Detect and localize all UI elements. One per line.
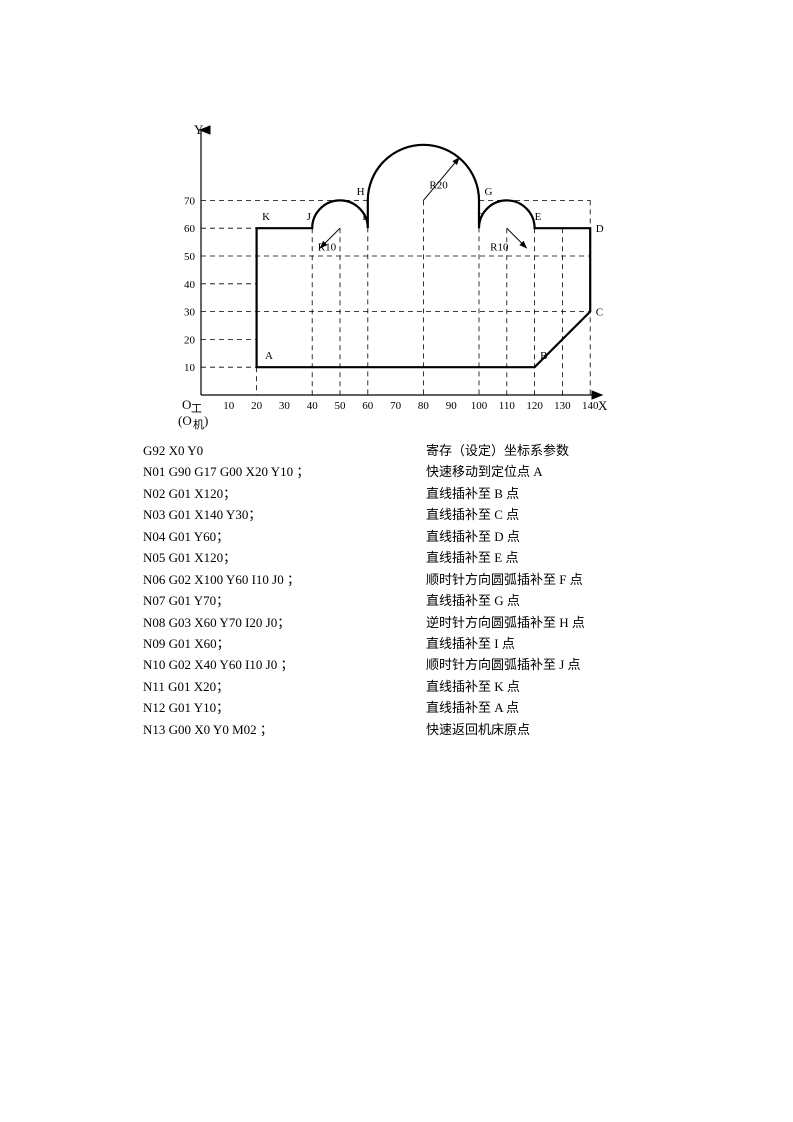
code-right-8: 逆时针方向圆弧插补至 H 点	[426, 612, 585, 633]
x-tick-40: 40	[307, 400, 319, 412]
code-right-6: 顺时针方向圆弧插补至 F 点	[426, 569, 583, 590]
code-row-0: G92 X0 Y0寄存（设定）坐标系参数	[143, 440, 585, 461]
y-tick-labels: 10 20 30 40 50 60 70	[184, 195, 196, 374]
x-tick-60: 60	[362, 400, 374, 412]
code-row-13: N13 G00 X0 Y0 M02 ；快速返回机床原点	[143, 719, 585, 740]
x-tick-50: 50	[335, 400, 347, 412]
origin-sub1: 工	[191, 403, 202, 415]
origin-sub3: 机	[193, 417, 204, 431]
point-label-F: F	[477, 211, 483, 223]
code-row-1: N01 G90 G17 G00 X20 Y10 ；快速移动到定位点 A	[143, 461, 585, 482]
x-tick-30: 30	[279, 400, 291, 412]
code-right-9: 直线插补至 I 点	[426, 633, 515, 654]
x-tick-labels: 10 20 30 40 50 60 70 80 90 100 110 120 130 140	[223, 400, 599, 412]
y-tick-40: 40	[184, 279, 196, 291]
x-tick-100: 100	[471, 400, 488, 412]
code-row-4: N04 G01 Y60；直线插补至 D 点	[143, 526, 585, 547]
code-row-9: N09 G01 X60；直线插补至 I 点	[143, 633, 585, 654]
y-tick-70: 70	[184, 195, 196, 207]
code-right-4: 直线插补至 D 点	[426, 526, 520, 547]
code-right-11: 直线插补至 K 点	[426, 676, 520, 697]
code-left-5: N05 G01 X120；	[143, 547, 426, 568]
code-left-2: N02 G01 X120；	[143, 483, 426, 504]
code-left-3: N03 G01 X140 Y30；	[143, 504, 426, 525]
grid-lines	[201, 200, 590, 395]
code-right-1: 快速移动到定位点 A	[426, 461, 543, 482]
point-label-A: A	[265, 350, 273, 362]
r10-right-label: R10	[490, 241, 509, 253]
r10-left-label: R10	[318, 241, 337, 253]
y-axis-label: Y	[194, 125, 204, 137]
code-left-7: N07 G01 Y70；	[143, 590, 426, 611]
point-label-C: C	[596, 307, 603, 319]
code-left-4: N04 G01 Y60；	[143, 526, 426, 547]
point-label-J: J	[307, 211, 312, 223]
code-left-13: N13 G00 X0 Y0 M02 ；	[143, 719, 426, 740]
point-label-B: B	[540, 350, 547, 362]
code-left-8: N08 G03 X60 Y70 I20 J0；	[143, 612, 426, 633]
origin-sub2: (O	[178, 413, 192, 428]
code-right-7: 直线插补至 G 点	[426, 590, 520, 611]
x-tick-140: 140	[582, 400, 599, 412]
code-row-12: N12 G01 Y10；直线插补至 A 点	[143, 697, 585, 718]
x-tick-20: 20	[251, 400, 263, 412]
code-right-12: 直线插补至 A 点	[426, 697, 519, 718]
code-row-7: N07 G01 Y70；直线插补至 G 点	[143, 590, 585, 611]
x-tick-90: 90	[446, 400, 458, 412]
code-left-1: N01 G90 G17 G00 X20 Y10 ；	[143, 461, 426, 482]
y-tick-60: 60	[184, 223, 196, 235]
y-tick-50: 50	[184, 251, 196, 263]
code-left-10: N10 G02 X40 Y60 I10 J0 ；	[143, 654, 426, 675]
cnc-diagram: 10 20 30 40 50 60 70 80 90 100 110 120 130 140 10 20 30…	[178, 125, 608, 440]
code-right-3: 直线插补至 C 点	[426, 504, 519, 525]
point-label-G: G	[485, 186, 493, 198]
origin-label: O	[182, 397, 191, 412]
point-label-I: I	[362, 211, 366, 223]
code-left-6: N06 G02 X100 Y60 I10 J0 ；	[143, 569, 426, 590]
x-tick-80: 80	[418, 400, 430, 412]
r20-label: R20	[429, 179, 448, 191]
code-row-2: N02 G01 X120；直线插补至 B 点	[143, 483, 585, 504]
y-tick-30: 30	[184, 307, 196, 319]
code-row-10: N10 G02 X40 Y60 I10 J0 ；顺时针方向圆弧插补至 J 点	[143, 654, 585, 675]
point-label-H: H	[357, 186, 365, 198]
code-left-9: N09 G01 X60；	[143, 633, 426, 654]
y-tick-20: 20	[184, 334, 196, 346]
y-tick-10: 10	[184, 362, 196, 374]
r10-right-leader	[507, 228, 527, 248]
code-right-13: 快速返回机床原点	[426, 719, 530, 740]
code-right-5: 直线插补至 E 点	[426, 547, 518, 568]
code-left-12: N12 G01 Y10；	[143, 697, 426, 718]
diagram-svg: 10 20 30 40 50 60 70 80 90 100 110 120 130 140 10 20 30…	[178, 125, 608, 435]
point-label-K: K	[262, 211, 270, 223]
x-tick-10: 10	[223, 400, 235, 412]
code-row-6: N06 G02 X100 Y60 I10 J0 ；顺时针方向圆弧插补至 F 点	[143, 569, 585, 590]
code-row-11: N11 G01 X20；直线插补至 K 点	[143, 676, 585, 697]
x-tick-110: 110	[499, 400, 516, 412]
point-label-E: E	[535, 211, 542, 223]
x-tick-70: 70	[390, 400, 402, 412]
x-tick-120: 120	[526, 400, 543, 412]
code-row-5: N05 G01 X120；直线插补至 E 点	[143, 547, 585, 568]
x-axis-label: X	[598, 398, 608, 413]
code-row-8: N08 G03 X60 Y70 I20 J0；逆时针方向圆弧插补至 H 点	[143, 612, 585, 633]
x-tick-130: 130	[554, 400, 571, 412]
point-label-D: D	[596, 223, 604, 235]
origin-sub4: )	[204, 413, 208, 428]
code-left-11: N11 G01 X20；	[143, 676, 426, 697]
code-right-2: 直线插补至 B 点	[426, 483, 519, 504]
point-labels: A B C D E F G H I J K	[262, 186, 604, 362]
code-right-0: 寄存（设定）坐标系参数	[426, 440, 569, 461]
gcode-listing: G92 X0 Y0寄存（设定）坐标系参数N01 G90 G17 G00 X20 …	[143, 440, 585, 740]
code-left-0: G92 X0 Y0	[143, 440, 426, 461]
code-right-10: 顺时针方向圆弧插补至 J 点	[426, 654, 581, 675]
code-row-3: N03 G01 X140 Y30；直线插补至 C 点	[143, 504, 585, 525]
